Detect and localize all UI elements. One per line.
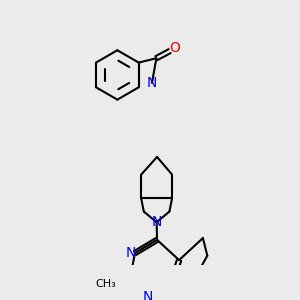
Text: N: N — [125, 246, 136, 260]
Text: CH₃: CH₃ — [95, 279, 116, 289]
Text: O: O — [169, 41, 180, 56]
Text: N: N — [143, 290, 153, 300]
Text: N: N — [152, 215, 162, 229]
Text: N: N — [147, 76, 157, 90]
